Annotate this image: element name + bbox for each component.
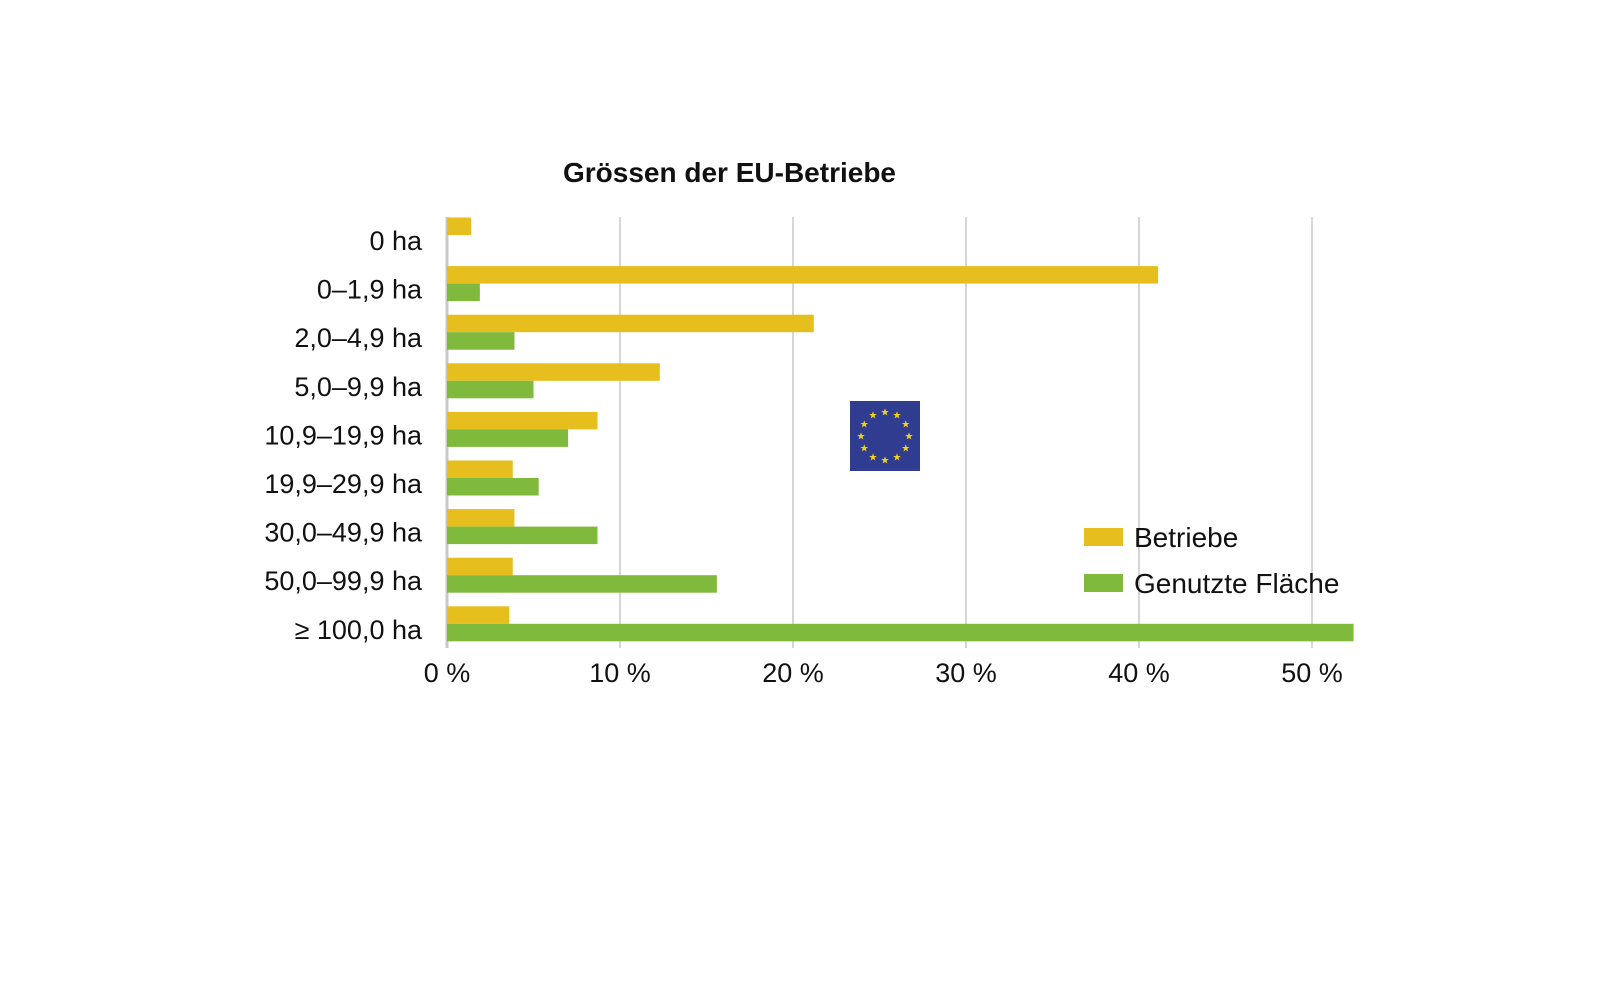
legend-label: Betriebe	[1134, 522, 1238, 553]
legend-swatch	[1084, 574, 1123, 592]
x-tick-label: 30 %	[935, 658, 997, 688]
x-tick-label: 50 %	[1281, 658, 1343, 688]
eu-star-icon: ★	[860, 420, 869, 431]
eu-star-icon: ★	[860, 444, 869, 455]
bar-genutzte-fläche	[447, 526, 598, 545]
chart-title: Grössen der EU-Betriebe	[563, 157, 896, 188]
bar-genutzte-fläche	[447, 429, 569, 447]
eu-star-icon: ★	[893, 452, 902, 463]
category-label: 19,9–29,9 ha	[264, 469, 423, 499]
bar-genutzte-fläche	[447, 332, 515, 350]
bar-betriebe	[447, 557, 513, 576]
bar-betriebe	[447, 266, 1159, 284]
bar-genutzte-fläche	[447, 623, 1354, 642]
x-tick-label: 0 %	[424, 658, 471, 688]
bar-genutzte-fläche	[447, 575, 717, 593]
eu-star-icon: ★	[881, 456, 890, 467]
eu-star-icon: ★	[893, 411, 902, 422]
eu-star-icon: ★	[869, 411, 878, 422]
bar-betriebe	[447, 606, 510, 624]
x-tick-label: 10 %	[589, 658, 651, 688]
eu-star-icon: ★	[901, 444, 910, 455]
bar-betriebe	[447, 411, 598, 430]
category-label: 2,0–4,9 ha	[294, 323, 423, 353]
bar-betriebe	[447, 509, 515, 527]
bar-betriebe	[447, 217, 472, 235]
eu-star-icon: ★	[857, 432, 866, 443]
category-label: 5,0–9,9 ha	[294, 372, 423, 402]
bar-genutzte-fläche	[447, 380, 534, 399]
bar-genutzte-fläche	[447, 283, 480, 302]
category-label: 10,9–19,9 ha	[264, 420, 423, 450]
category-label: 0 ha	[369, 226, 423, 256]
legend-swatch	[1084, 528, 1123, 546]
x-tick-label: 40 %	[1108, 658, 1170, 688]
bar-betriebe	[447, 460, 513, 478]
eu-flag-icon	[850, 401, 920, 471]
bar-betriebe	[447, 314, 814, 333]
bar-genutzte-fläche	[447, 478, 539, 496]
bar-betriebe	[447, 363, 660, 381]
category-label: 0–1,9 ha	[317, 275, 423, 305]
eu-star-icon: ★	[869, 452, 878, 463]
legend-label: Genutzte Fläche	[1134, 568, 1339, 599]
x-tick-label: 20 %	[762, 658, 824, 688]
category-label: 50,0–99,9 ha	[264, 566, 423, 596]
eu-star-icon: ★	[901, 420, 910, 431]
eu-star-icon: ★	[881, 408, 890, 419]
category-label: 30,0–49,9 ha	[264, 518, 423, 548]
category-label: ≥ 100,0 ha	[295, 615, 423, 645]
eu-star-icon: ★	[905, 432, 914, 443]
